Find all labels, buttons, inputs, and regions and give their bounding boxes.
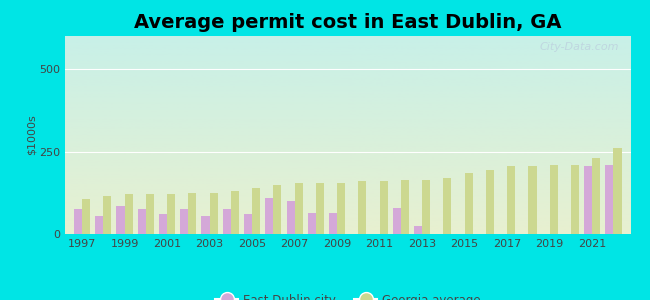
Bar	[231, 191, 239, 234]
Bar	[358, 181, 367, 234]
Bar	[337, 183, 345, 234]
Bar	[180, 209, 188, 234]
Bar	[202, 216, 209, 234]
Bar	[274, 184, 281, 234]
Title: Average permit cost in East Dublin, GA: Average permit cost in East Dublin, GA	[134, 13, 562, 32]
Bar	[393, 208, 401, 234]
Bar	[550, 165, 558, 234]
Bar	[209, 193, 218, 234]
Legend: East Dublin city, Georgia average: East Dublin city, Georgia average	[210, 289, 486, 300]
Bar	[82, 200, 90, 234]
Bar	[380, 181, 387, 234]
Bar	[252, 188, 260, 234]
Bar	[592, 158, 601, 234]
Bar	[465, 173, 473, 234]
Bar	[401, 179, 409, 234]
Text: City-Data.com: City-Data.com	[540, 42, 619, 52]
Bar	[584, 166, 592, 234]
Bar	[146, 194, 154, 234]
Bar	[116, 206, 125, 234]
Bar	[422, 179, 430, 234]
Bar	[614, 148, 621, 234]
Bar	[486, 170, 494, 234]
Bar	[125, 194, 133, 234]
Bar	[507, 166, 515, 234]
Bar	[287, 201, 294, 234]
Bar	[605, 165, 614, 234]
Bar	[528, 166, 536, 234]
Bar	[188, 193, 196, 234]
Y-axis label: $1000s: $1000s	[26, 115, 36, 155]
Bar	[316, 183, 324, 234]
Bar	[103, 196, 111, 234]
Bar	[159, 214, 167, 234]
Bar	[223, 209, 231, 234]
Bar	[308, 212, 316, 234]
Bar	[294, 183, 303, 234]
Bar	[138, 209, 146, 234]
Bar	[329, 212, 337, 234]
Bar	[74, 209, 82, 234]
Bar	[244, 214, 252, 234]
Bar	[95, 216, 103, 234]
Bar	[265, 198, 274, 234]
Bar	[443, 178, 452, 234]
Bar	[167, 194, 175, 234]
Bar	[571, 165, 579, 234]
Bar	[414, 226, 422, 234]
